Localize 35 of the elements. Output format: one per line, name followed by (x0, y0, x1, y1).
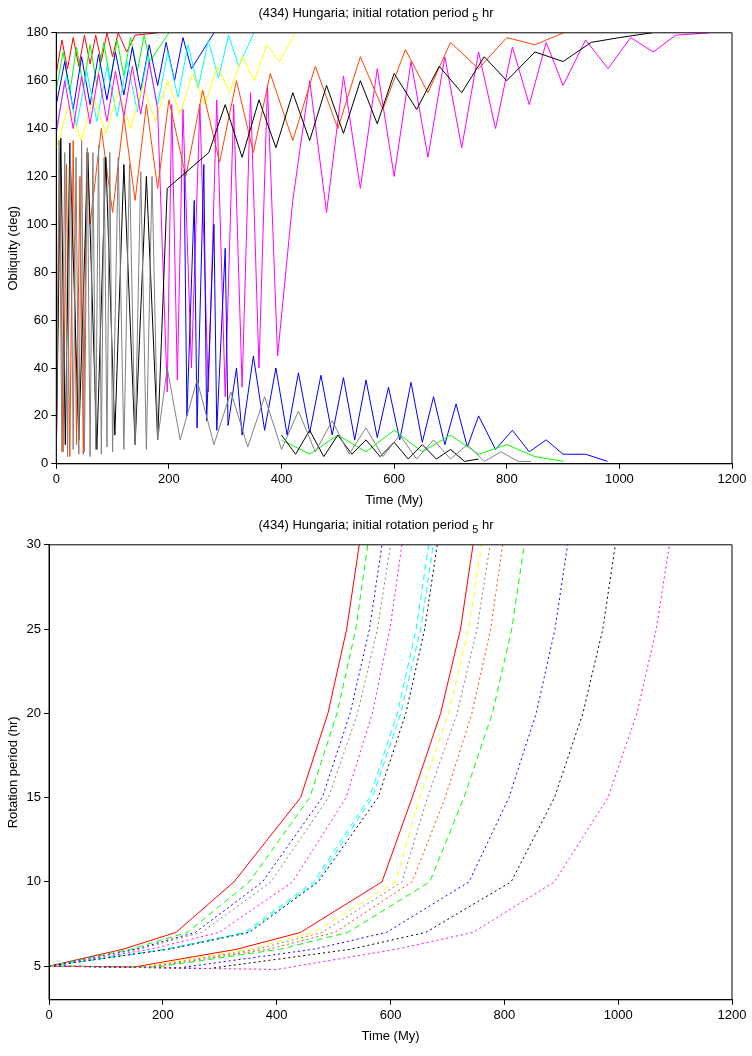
y-tick-label: 100 (26, 215, 49, 231)
x-tick-label: 800 (493, 1007, 516, 1023)
y-tick-label: 80 (33, 263, 49, 279)
chart-title: (434) Hungaria; initial rotation period $_{5}$ hr (257, 516, 495, 535)
y-axis-title: Rotation period (hr) (5, 716, 21, 829)
x-axis-title: Time (My) (361, 1027, 420, 1043)
chart-title: (434) Hungaria; initial rotation period $_{5}$ hr (257, 4, 495, 23)
x-tick-label: 1000 (603, 1007, 633, 1023)
y-tick-label: 120 (26, 168, 49, 184)
x-tick-label: 1200 (717, 1007, 747, 1023)
x-tick-label: 0 (52, 471, 60, 487)
x-tick-label: 400 (270, 471, 293, 487)
y-tick-label: 25 (26, 620, 42, 636)
y-tick-label: 140 (26, 120, 49, 136)
x-tick-label: 400 (265, 1007, 288, 1023)
y-axis-title: Obliquity (deg) (5, 206, 21, 291)
x-tick-label: 1200 (717, 471, 747, 487)
x-tick-label: 800 (495, 471, 518, 487)
x-tick-label: 200 (152, 1007, 174, 1023)
y-tick-label: 60 (33, 311, 49, 327)
y-tick-label: 20 (26, 704, 42, 720)
y-tick-label: 5 (33, 957, 42, 973)
x-tick-label: 1000 (604, 471, 634, 487)
y-tick-label: 10 (26, 873, 42, 889)
x-tick-label: 600 (379, 1007, 402, 1023)
y-tick-label: 20 (33, 407, 49, 423)
y-tick-label: 160 (26, 72, 49, 88)
x-tick-label: 200 (158, 471, 180, 487)
y-tick-label: 0 (41, 455, 49, 471)
y-tick-label: 30 (26, 536, 42, 552)
y-tick-label: 40 (33, 359, 49, 375)
y-tick-label: 180 (26, 24, 49, 40)
x-axis-title: Time (My) (365, 491, 424, 507)
y-tick-label: 15 (26, 789, 42, 805)
x-tick-label: 600 (383, 471, 405, 487)
